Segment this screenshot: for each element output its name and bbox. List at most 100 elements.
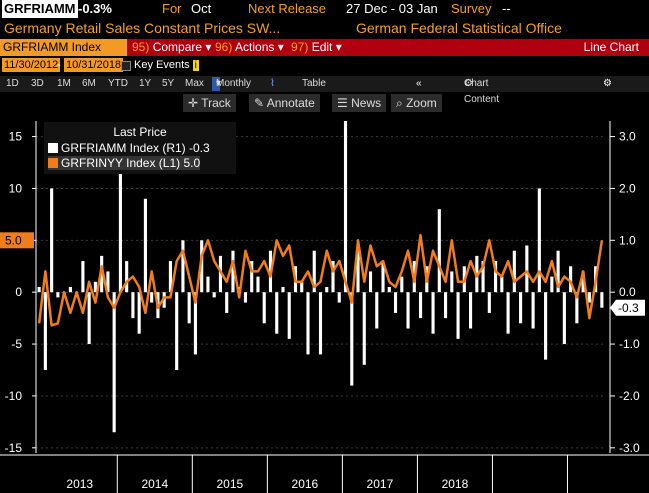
legend-entry-line[interactable]: GRFRINYY Index (L1) 5.0 <box>48 156 201 170</box>
bar <box>162 292 166 308</box>
collapse-left-icon[interactable]: « <box>416 78 422 89</box>
bar <box>206 276 210 293</box>
bar <box>337 292 341 303</box>
chart-tools: ✛ Track ✎ Annotate ☰ News ⌕ Zoom <box>0 94 649 112</box>
bar <box>331 261 335 293</box>
bar <box>325 287 329 293</box>
chevron-down-icon: ▾ <box>205 40 212 54</box>
frequency-dropdown[interactable]: Monthly ▾ <box>212 77 251 91</box>
news-icon: ☰ <box>337 96 348 110</box>
period-6m[interactable]: 6M <box>82 78 96 89</box>
bar <box>544 292 548 360</box>
settings-gear-icon[interactable]: ⚙ <box>603 78 612 89</box>
bar <box>456 292 460 339</box>
info-icon[interactable]: i <box>192 60 199 71</box>
period-5y[interactable]: 5Y <box>162 78 175 89</box>
right-tick-label: 1.0 <box>619 233 636 247</box>
compare-button[interactable]: 95) Compare ▾ <box>128 39 215 56</box>
legend-entry-bars[interactable]: GRFRIAMM Index (R1) -0.3 <box>48 141 210 155</box>
bar <box>143 198 147 293</box>
chart-gridlines <box>0 121 649 456</box>
bar <box>168 261 172 293</box>
bar <box>525 245 529 293</box>
bar <box>312 250 316 293</box>
track-button[interactable]: ✛ Track <box>183 94 236 112</box>
bar <box>537 188 541 293</box>
period-ytd[interactable]: YTD <box>108 78 128 89</box>
bar <box>200 240 204 293</box>
legend-series2: GRFRINYY Index (L1) 5.0 <box>61 156 201 170</box>
bar <box>562 292 566 345</box>
end-date-field[interactable]: 10/31/2018 <box>64 58 124 72</box>
command-toolbar: GRFRIAMM Index 95) Compare ▾ 96) Actions… <box>0 39 649 56</box>
bar <box>368 271 373 293</box>
right-axis: -3.0 -2.0 -1.0 0.0 1.0 2.0 3.0 -0.3 <box>610 130 645 455</box>
bar <box>318 292 323 355</box>
bar <box>137 292 141 334</box>
actions-button[interactable]: 96) Actions ▾ <box>211 39 288 56</box>
bar <box>93 281 97 293</box>
ticker-input[interactable]: GRFRIAMM Index <box>0 39 127 56</box>
chart-type-label[interactable]: Line Chart <box>583 40 639 54</box>
chevron-down-icon: ▾ <box>216 78 222 89</box>
survey-label: Survey <box>451 1 492 16</box>
bar <box>431 292 435 334</box>
ticker-symbol[interactable]: GRFRIAMM <box>2 0 78 18</box>
zoom-button[interactable]: ⌕ Zoom <box>391 94 442 112</box>
bar <box>506 292 510 334</box>
compare-label: Compare <box>152 40 203 54</box>
bar <box>556 250 560 293</box>
bar <box>56 292 60 298</box>
key-events-checkbox[interactable] <box>121 61 131 71</box>
line-path <box>37 233 604 327</box>
period-1y[interactable]: 1Y <box>139 78 152 89</box>
security-header: GRFRIAMM -0.3% For Oct Next Release 27 D… <box>0 0 649 18</box>
chart-legend[interactable]: Last Price GRFRIAMM Index (R1) -0.3 GRFR… <box>44 122 236 174</box>
track-label: Track <box>201 96 231 110</box>
bar <box>343 121 348 293</box>
period-1m[interactable]: 1M <box>57 78 71 89</box>
bar <box>381 261 385 293</box>
next-release-label: Next Release <box>248 1 327 16</box>
line-bar-chart[interactable]: -15-10-50510155.0 -3.0-2.0-1.00.01.02.03… <box>0 113 649 493</box>
x-tick-label: 2018 <box>442 477 469 491</box>
bar <box>443 292 448 319</box>
right-tick-label: 0.0 <box>619 285 636 299</box>
bar <box>400 276 404 293</box>
period-max[interactable]: Max <box>185 78 204 89</box>
bar <box>519 292 523 324</box>
bar <box>418 292 423 319</box>
left-tick-label: 15 <box>9 130 23 144</box>
annotate-button[interactable]: ✎ Annotate <box>249 94 320 112</box>
bar <box>256 276 260 293</box>
edit-button[interactable]: 97) Edit ▾ <box>287 39 346 56</box>
start-date-field[interactable]: 11/30/2012 <box>2 58 61 72</box>
news-button[interactable]: ☰ News <box>332 94 387 112</box>
data-source: German Federal Statistical Office <box>356 20 562 36</box>
next-release-value: 27 Dec - 03 Jan <box>346 1 438 16</box>
bar <box>581 271 585 293</box>
bar <box>481 261 485 293</box>
key-events-text: Key Events <box>134 59 190 71</box>
bar <box>250 261 254 293</box>
bar <box>87 292 91 345</box>
line-chart-icon[interactable]: ⌇ <box>270 78 275 89</box>
bar <box>362 292 366 365</box>
left-tick-label: -15 <box>5 441 23 455</box>
period-3d[interactable]: 3D <box>31 78 44 89</box>
actions-label: Actions <box>235 40 275 54</box>
bar <box>37 287 41 293</box>
bar <box>287 292 291 339</box>
gear-icon: ⚙ <box>464 78 473 89</box>
bar <box>275 292 279 334</box>
table-button[interactable]: Table <box>302 78 326 89</box>
bar <box>569 266 573 293</box>
x-tick-label: 2015 <box>216 477 243 491</box>
period-1d[interactable]: 1D <box>6 78 19 89</box>
bar <box>500 276 504 293</box>
right-tick-label: -1.0 <box>619 337 640 351</box>
magnifier-icon: ⌕ <box>396 96 403 110</box>
bar <box>125 261 129 293</box>
survey-value: -- <box>502 1 511 16</box>
x-tick-label: 2016 <box>292 477 319 491</box>
